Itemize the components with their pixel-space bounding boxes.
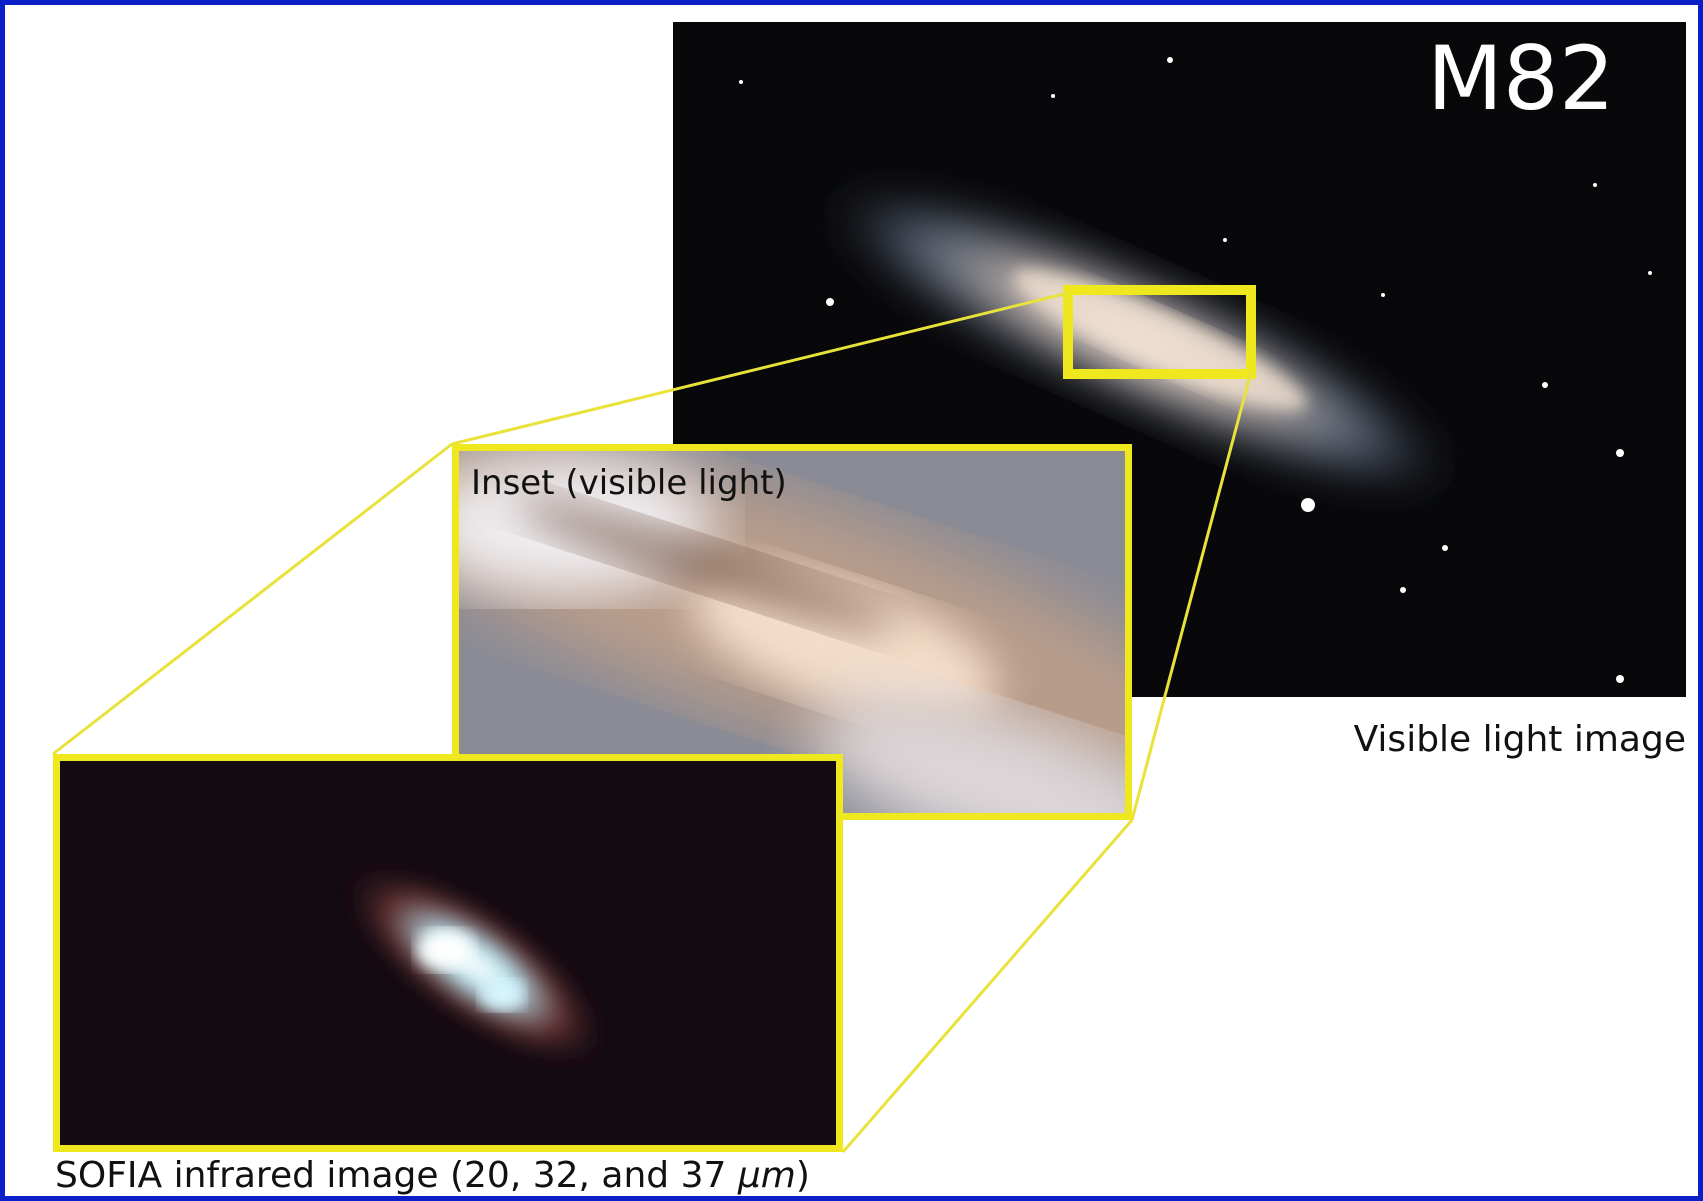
connectors bbox=[52, 291, 1253, 1153]
caption-text: SOFIA infrared image (20, 32, and 37 bbox=[55, 1155, 738, 1196]
infrared-image bbox=[60, 761, 836, 1145]
infrared-caption: SOFIA infrared image (20, 32, and 37 μm) bbox=[55, 1155, 810, 1196]
object-name: M82 bbox=[1427, 27, 1615, 130]
caption-unit: μm bbox=[737, 1155, 796, 1196]
zoom-box bbox=[1063, 285, 1256, 379]
figure-art bbox=[52, 22, 1686, 1153]
inset-image bbox=[459, 451, 1125, 813]
visible-caption: Visible light image bbox=[1353, 719, 1686, 760]
inset-label: Inset (visible light) bbox=[471, 463, 787, 503]
caption-close: ) bbox=[795, 1155, 810, 1196]
